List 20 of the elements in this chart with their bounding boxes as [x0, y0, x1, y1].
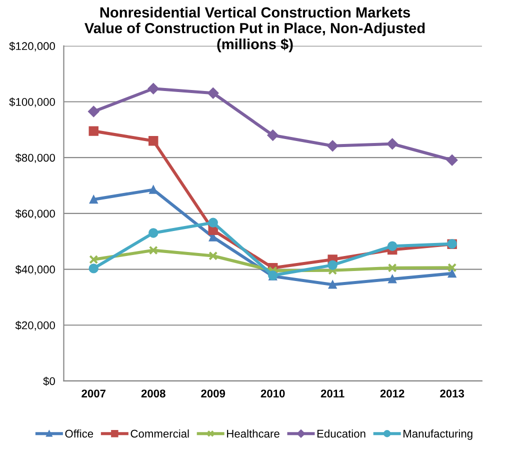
x-tick-label: 2009: [201, 390, 226, 398]
x-tick-label: 2012: [380, 390, 404, 398]
legend-label: Manufacturing: [404, 429, 472, 440]
legend-label: Commercial: [130, 429, 189, 438]
x-tick-label: 2011: [320, 390, 344, 398]
legend-label: Office: [65, 429, 94, 438]
y-tick-label: $60,000: [15, 209, 55, 219]
y-tick-label: $0: [43, 376, 55, 386]
y-tick-label: $120,000: [9, 42, 55, 52]
y-tick-label: $40,000: [15, 265, 55, 275]
x-tick-label: 2010: [260, 390, 285, 398]
y-tick-label: $80,000: [15, 153, 55, 164]
y-tick-label: $20,000: [15, 320, 55, 331]
legend-label: Healthcare: [227, 429, 280, 438]
x-tick-label: 2007: [82, 390, 106, 398]
y-tick-label: $100,000: [9, 98, 55, 108]
chart-title: Nonresidential Vertical Construction Markets Value of Construction Put in Place, Non-Adjusted (millions $): [84, 6, 425, 52]
x-tick-label: 2013: [440, 390, 464, 398]
legend-label: Education: [317, 429, 366, 438]
x-tick-label: 2008: [141, 390, 166, 398]
